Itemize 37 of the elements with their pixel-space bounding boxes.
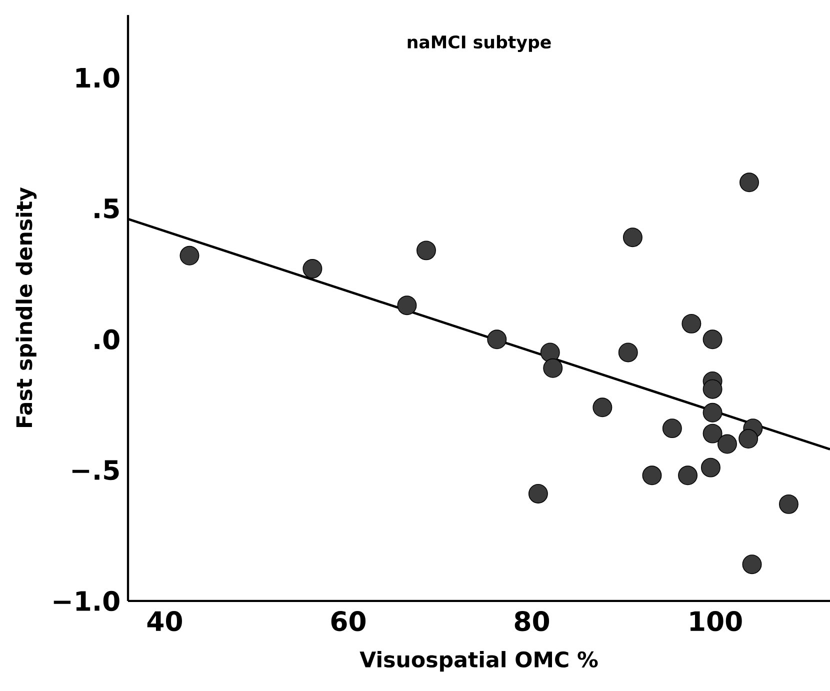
point	[662, 418, 682, 438]
point	[180, 246, 200, 266]
point	[778, 494, 798, 514]
text: naMCI subtype	[408, 35, 551, 52]
point	[487, 330, 507, 350]
y-tick-label: .0	[94, 329, 120, 350]
point	[700, 458, 720, 478]
point	[642, 466, 662, 486]
point	[738, 429, 758, 449]
point	[528, 484, 548, 504]
point	[592, 398, 612, 418]
point	[702, 379, 722, 399]
y-tick-label: .5	[94, 198, 119, 218]
point	[702, 402, 722, 422]
point	[540, 342, 560, 362]
point	[702, 424, 722, 444]
point	[397, 296, 417, 316]
point	[622, 228, 642, 248]
point	[682, 314, 702, 334]
y-tick-label: −1.0	[54, 590, 120, 612]
point	[740, 172, 759, 192]
point	[742, 554, 762, 574]
point	[678, 466, 698, 486]
point	[702, 330, 722, 350]
y-tick-label: 1.0	[76, 68, 120, 88]
x-tick-label: 40	[147, 611, 182, 632]
x-tick-label: 80	[514, 611, 550, 632]
x-axis-title: Visuospatial OMC %	[360, 651, 598, 672]
point	[416, 240, 436, 260]
point	[302, 259, 322, 278]
y-tick-label: −.5	[72, 460, 119, 480]
point	[618, 342, 638, 362]
x-tick-label: 60	[331, 611, 366, 632]
point	[543, 358, 563, 378]
point	[717, 434, 737, 454]
x-tick-label: 100	[690, 611, 742, 632]
y-axis-title: Fast spindle density	[16, 187, 37, 428]
